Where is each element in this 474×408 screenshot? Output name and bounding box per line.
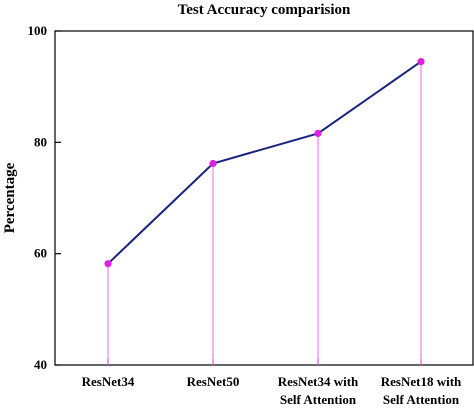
- x-tick-label: Self Attention: [280, 392, 357, 407]
- chart-title: Test Accuracy comparision: [178, 2, 351, 18]
- y-tick-label: 40: [34, 357, 47, 372]
- x-tick-label: ResNet34: [82, 374, 135, 389]
- x-tick-label: ResNet34 with: [278, 374, 359, 389]
- data-point: [314, 129, 322, 138]
- data-point: [104, 260, 112, 268]
- y-axis: 40 60 80 100: [28, 23, 61, 372]
- x-axis: ResNet34 ResNet50 ResNet34 with Self Attent…: [82, 359, 462, 407]
- data-points: [104, 58, 425, 268]
- y-tick-label: 80: [34, 134, 47, 149]
- y-axis-label: Percentage: [2, 162, 18, 233]
- stems: [107, 61, 422, 365]
- x-tick-label: ResNet18 with: [381, 374, 462, 389]
- x-tick-label: Self Attention: [383, 392, 460, 407]
- plot-frame: [54, 30, 474, 366]
- data-point: [417, 58, 425, 66]
- x-tick-label: ResNet50: [187, 374, 240, 389]
- data-point: [209, 159, 217, 168]
- y-tick-label: 60: [34, 246, 47, 261]
- series-line-group: [107, 60, 422, 265]
- y-tick-label: 100: [28, 23, 48, 38]
- series-line: [107, 60, 422, 265]
